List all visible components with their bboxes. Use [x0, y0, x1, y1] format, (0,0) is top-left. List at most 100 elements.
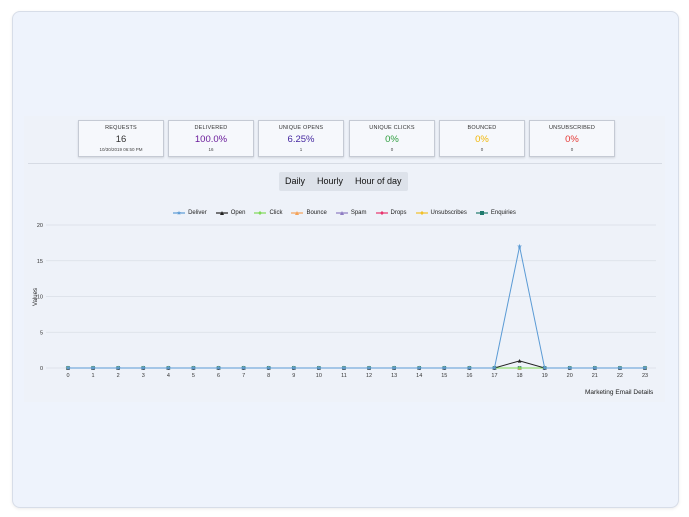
tab-daily[interactable]: Daily: [285, 176, 306, 186]
legend-label: Click: [269, 210, 283, 216]
data-point-deliver[interactable]: [642, 365, 648, 371]
x-tick-label: 15: [441, 373, 447, 379]
x-tick-label: 19: [542, 373, 548, 379]
data-point-open[interactable]: [517, 359, 522, 363]
legend-item-deliver[interactable]: Deliver: [173, 210, 207, 216]
x-tick-label: 12: [366, 373, 372, 379]
card-value: 0%: [565, 134, 579, 145]
legend-label: Spam: [350, 210, 367, 216]
x-tick-label: 18: [517, 373, 523, 379]
x-tick-label: 23: [642, 373, 648, 379]
card-value: 0%: [385, 134, 399, 145]
legend-swatch: [291, 211, 304, 215]
data-point-deliver[interactable]: [491, 365, 497, 371]
chart-legend: Deliver Open Click Bounce Spam Drops Unsubscri…: [0, 210, 689, 216]
data-point-deliver[interactable]: [341, 365, 347, 371]
data-point-deliver[interactable]: [517, 243, 523, 249]
data-point-deliver[interactable]: [466, 365, 472, 371]
data-point-deliver[interactable]: [190, 365, 196, 371]
section-divider: [28, 163, 662, 164]
legend-swatch: [335, 211, 348, 215]
card-value: 6.25%: [287, 134, 315, 145]
tab-hour-of-day[interactable]: Hour of day: [355, 176, 402, 186]
legend-item-click[interactable]: Click: [254, 210, 282, 216]
legend-swatch: [215, 211, 228, 215]
legend-label: Drops: [390, 210, 407, 216]
data-point-click[interactable]: [517, 366, 522, 370]
card-label: DELIVERED: [194, 125, 228, 131]
legend-label: Open: [230, 210, 246, 216]
data-point-deliver[interactable]: [542, 365, 548, 371]
legend-item-drops[interactable]: Drops: [375, 210, 407, 216]
x-tick-label: 3: [142, 373, 145, 379]
legend-swatch: [254, 211, 267, 215]
card-label: UNIQUE OPENS: [278, 125, 324, 131]
x-tick-label: 2: [117, 373, 120, 379]
x-tick-label: 17: [491, 373, 497, 379]
data-point-deliver[interactable]: [65, 365, 71, 371]
card-label: BOUNCED: [467, 125, 497, 131]
y-tick-label: 5: [40, 330, 43, 336]
legend-item-open[interactable]: Open: [215, 210, 246, 216]
x-tick-label: 8: [267, 373, 270, 379]
data-point-deliver[interactable]: [366, 365, 372, 371]
marketing-email-details-link[interactable]: Marketing Email Details: [585, 389, 654, 396]
legend-swatch: [375, 211, 388, 215]
legend-swatch: [475, 211, 488, 215]
legend-item-enquiries[interactable]: Enquiries: [475, 210, 516, 216]
data-point-deliver[interactable]: [441, 365, 447, 371]
data-point-deliver[interactable]: [592, 365, 598, 371]
x-tick-label: 0: [66, 373, 69, 379]
card-requests: REQUESTS 16 10/30/2019 06:50 PM: [78, 120, 164, 157]
data-point-deliver[interactable]: [140, 365, 146, 371]
data-point-deliver[interactable]: [165, 365, 171, 371]
card-sub: 0: [390, 147, 394, 152]
data-point-deliver[interactable]: [216, 365, 222, 371]
x-tick-label: 20: [567, 373, 573, 379]
legend-label: Unsubscribes: [430, 210, 467, 216]
x-tick-label: 21: [592, 373, 598, 379]
x-tick-label: 1: [92, 373, 95, 379]
data-point-deliver[interactable]: [115, 365, 121, 371]
legend-item-spam[interactable]: Spam: [335, 210, 367, 216]
y-tick-label: 0: [40, 366, 43, 372]
card-sub: 0: [570, 147, 574, 152]
data-point-deliver[interactable]: [266, 365, 272, 371]
data-point-deliver[interactable]: [241, 365, 247, 371]
x-tick-label: 6: [217, 373, 220, 379]
x-tick-label: 22: [617, 373, 623, 379]
card-unsubscribed: UNSUBSCRIBED 0% 0: [529, 120, 615, 157]
card-bounced: BOUNCED 0% 0: [439, 120, 525, 157]
card-sub: 0: [480, 147, 484, 152]
card-unique-opens: UNIQUE OPENS 6.25% 1: [258, 120, 344, 157]
card-sub: 16: [208, 147, 214, 152]
card-label: REQUESTS: [105, 125, 137, 131]
card-sub: 1: [299, 147, 303, 152]
data-point-deliver[interactable]: [90, 365, 96, 371]
data-point-deliver[interactable]: [567, 365, 573, 371]
legend-item-bounce[interactable]: Bounce: [291, 210, 327, 216]
legend-label: Enquiries: [490, 210, 516, 216]
period-tabs: Daily Hourly Hour of day: [279, 172, 408, 191]
card-sub: 10/30/2019 06:50 PM: [99, 147, 143, 152]
x-tick-label: 13: [391, 373, 397, 379]
x-tick-label: 9: [292, 373, 295, 379]
y-axis-label: Values: [33, 288, 39, 306]
data-point-deliver[interactable]: [316, 365, 322, 371]
x-tick-label: 16: [466, 373, 472, 379]
data-point-deliver[interactable]: [416, 365, 422, 371]
tab-hourly[interactable]: Hourly: [317, 176, 344, 186]
card-value: 16: [115, 134, 127, 145]
data-point-deliver[interactable]: [391, 365, 397, 371]
data-point-deliver[interactable]: [617, 365, 623, 371]
y-tick-label: 20: [37, 223, 43, 229]
legend-item-unsubscribes[interactable]: Unsubscribes: [415, 210, 467, 216]
data-point-deliver[interactable]: [291, 365, 297, 371]
x-tick-label: 10: [316, 373, 322, 379]
y-tick-label: 15: [37, 259, 43, 265]
x-tick-label: 7: [242, 373, 245, 379]
x-tick-label: 4: [167, 373, 170, 379]
card-delivered: DELIVERED 100.0% 16: [168, 120, 254, 157]
legend-swatch: [415, 211, 428, 215]
